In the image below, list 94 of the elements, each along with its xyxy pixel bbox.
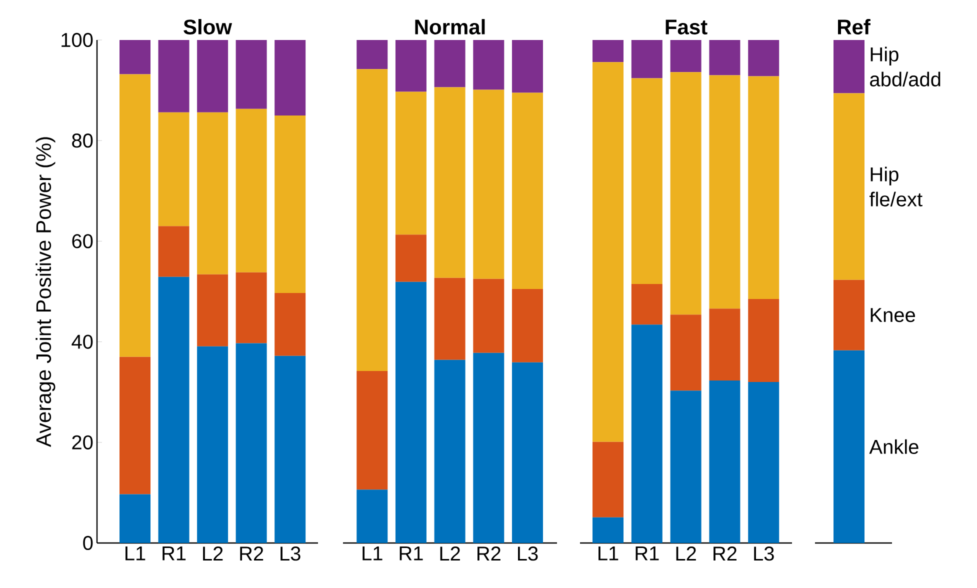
bar [834,350,865,543]
bar [158,40,190,112]
bar [158,226,190,277]
series-label: Hip fle/ext [869,166,922,206]
bar [834,93,865,280]
bar [274,292,306,356]
x-tick-label: R2 [478,546,500,560]
bar [197,274,228,346]
bar [356,490,388,543]
x-tick-label: R2 [714,546,736,560]
bar [274,115,306,293]
bar [158,276,190,543]
y-tick-label: 20 [72,435,93,450]
bar [197,112,228,274]
bar [473,90,504,279]
bar [670,72,702,315]
x-tick-label: R1 [400,546,423,560]
y-tick-label: 100 [62,32,93,48]
bar [356,40,388,70]
bar [434,360,466,543]
bar [473,40,504,90]
bar [274,40,306,116]
bar [834,280,865,350]
bar [356,370,388,490]
x-tick-label: L1 [598,546,618,560]
bar [158,112,190,226]
x-tick-label: L1 [126,546,146,560]
bar [395,92,426,235]
bar [592,62,624,442]
y-tick-label: 0 [83,536,93,550]
bar [670,390,702,543]
bar [120,356,151,494]
bar [512,288,543,362]
x-tick-label: R1 [162,546,186,560]
chart-title: Slow [184,19,232,34]
bar [473,278,504,353]
bar [631,284,662,325]
bar [748,382,780,543]
x-tick-label: L3 [280,546,300,561]
series-label: Hip abd/add [870,46,940,86]
y-tick-label: 60 [72,234,93,248]
bar [120,74,151,357]
bar [356,69,388,371]
series-label: Knee [870,308,916,322]
bar [395,40,426,92]
bar [434,87,466,278]
bar [709,380,740,543]
bar [274,356,306,543]
bar [120,494,151,543]
bar [631,324,662,543]
x-tick-label: L1 [362,546,382,560]
bar [395,234,426,282]
bar [631,40,662,78]
bar [631,78,662,284]
y-axis-title: Average Joint Positive Power (%) [36,137,56,448]
bar [236,272,267,344]
bar [592,442,624,518]
y-tick-label: 80 [72,134,93,148]
chart-title: Fast [666,20,708,34]
bar [709,40,740,76]
bar [834,40,865,94]
bar [748,40,780,76]
bar [236,40,267,109]
bar [512,92,543,289]
x-tick-label: L3 [518,546,538,561]
bar [670,314,702,391]
series-label: Ankle [869,439,918,454]
chart-title: Ref [838,19,870,34]
bar [434,278,466,360]
x-tick-label: L3 [754,546,774,561]
bar [748,299,780,382]
bar [709,75,740,309]
bar [197,40,228,112]
bar [748,76,780,300]
bar [512,362,543,543]
bar [709,308,740,381]
bar [395,282,426,543]
bar [236,108,267,272]
x-tick-label: L2 [440,546,460,560]
chart-title: Normal [415,19,485,34]
y-tick-label: 40 [72,334,93,349]
bar [120,40,151,74]
bar [473,352,504,543]
x-tick-label: R1 [636,546,659,560]
x-tick-label: L2 [676,546,696,560]
bar [670,40,702,72]
bar [512,40,543,93]
bar [236,343,267,543]
bar [197,346,228,543]
bar [592,517,624,543]
bar [434,40,466,88]
x-tick-label: R2 [240,546,264,560]
x-tick-label: L2 [203,546,223,560]
bar [592,40,624,62]
